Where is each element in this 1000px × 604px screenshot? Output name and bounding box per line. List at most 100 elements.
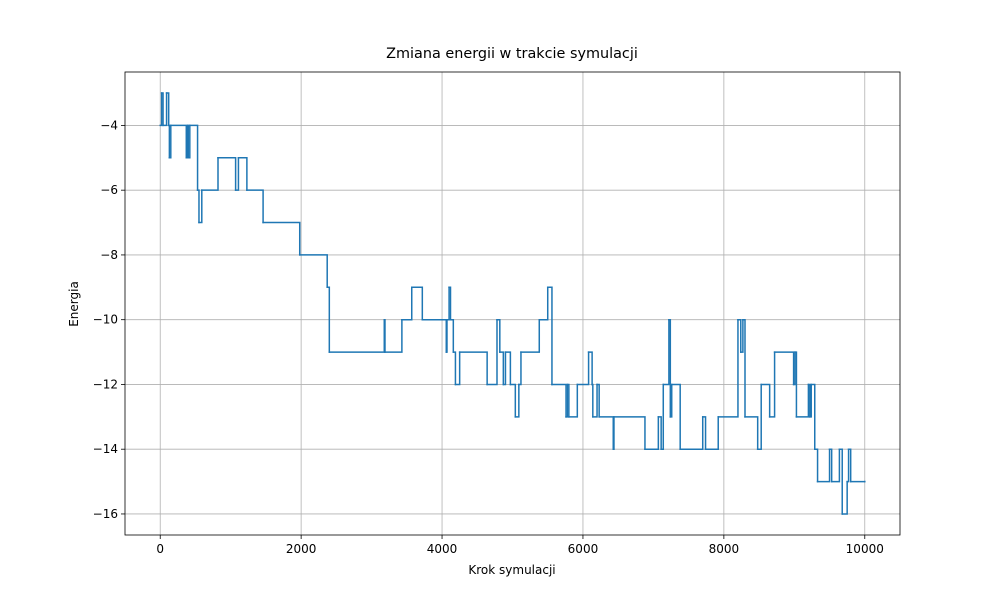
x-tick-label: 4000 [427,542,458,556]
line-step [670,383,681,450]
line-step [760,383,771,418]
line-step [162,92,168,127]
line-step [662,318,670,386]
x-tick-label: 10000 [846,542,884,556]
line-step [198,189,203,224]
line-step [160,92,164,127]
line-step [411,286,424,321]
line-step [262,221,301,256]
line-step [847,448,852,483]
chart-title: Zmiana energii w trakcie symulacji [386,46,638,62]
line-step [384,318,403,353]
line-step [591,383,594,418]
line-step [792,351,796,386]
line-step [810,383,816,450]
line-step [448,286,452,321]
line-step [816,448,831,483]
line-step [546,286,553,386]
line-step [159,92,163,127]
line-step [186,124,190,159]
line-step [383,318,386,353]
line-step [576,351,590,386]
line-step [454,351,461,386]
x-tick-label: 2000 [286,542,317,556]
line-step [170,124,188,159]
y-axis-label: Energia [67,281,81,327]
line-step [401,286,413,321]
line-step [237,157,248,191]
line-step [165,92,170,127]
x-axis-label: Krok symulacji [468,563,555,577]
line-step [807,383,811,418]
line-step [809,383,812,418]
line-step [744,416,759,450]
line-step [737,318,742,353]
line-step [246,189,264,224]
line-step [644,416,660,450]
line-step [740,318,744,353]
line-step [596,383,600,418]
line-step [234,157,240,191]
line-step [660,383,665,450]
line-step [449,318,455,353]
line-step [828,448,833,483]
line-step [846,448,850,483]
line-step [189,124,199,191]
y-tick-label: −12 [93,377,118,391]
line-step [496,318,501,353]
line-step [509,383,517,418]
line-step [704,416,719,450]
line-step [446,286,450,321]
y-tick-label: −14 [93,442,118,456]
line-step [717,318,739,418]
x-tick-label: 8000 [709,542,740,556]
x-tick-label: 6000 [568,542,599,556]
line-step [518,351,522,386]
line-step [657,416,662,450]
line-step [838,448,843,515]
line-step [499,351,505,386]
line-step [830,448,841,483]
line-step [742,318,746,418]
y-tick-label: −8 [100,248,118,262]
line-step [201,157,219,191]
line-step [445,318,448,353]
line-step [565,383,569,418]
line-step [298,254,328,289]
line-step [566,383,570,418]
line-step [669,383,673,418]
line-step [814,448,819,483]
line-step [168,124,172,159]
line-step [795,383,810,418]
line-step [520,318,541,353]
line-step [538,286,549,321]
line-step [612,416,615,450]
line-step [668,318,672,418]
line-step [452,351,457,386]
line-step [502,351,507,386]
line-step [187,124,191,159]
line-step [592,383,598,418]
line-step [701,416,707,450]
line-step [486,318,498,386]
axes-frame [124,71,901,536]
y-tick-label: −4 [100,118,118,132]
y-tick-label: −6 [100,183,118,197]
line-step [794,351,798,418]
plot-area: 0 2000 4000 6000 8000 10000 −16 −14 −12 −10 −8 −6 −4 [93,71,901,556]
line-step [613,416,646,450]
line-step [326,286,331,353]
line-step [167,124,171,159]
y-tick-label: −16 [93,507,118,521]
line-step [504,351,512,386]
line-step [841,480,848,515]
line-step [458,351,488,386]
line-step [773,351,795,386]
line-step [679,416,704,450]
y-tick-label: −10 [93,313,118,327]
line-step [587,351,593,386]
x-tick-label: 0 [156,542,164,556]
line-step [551,383,567,418]
